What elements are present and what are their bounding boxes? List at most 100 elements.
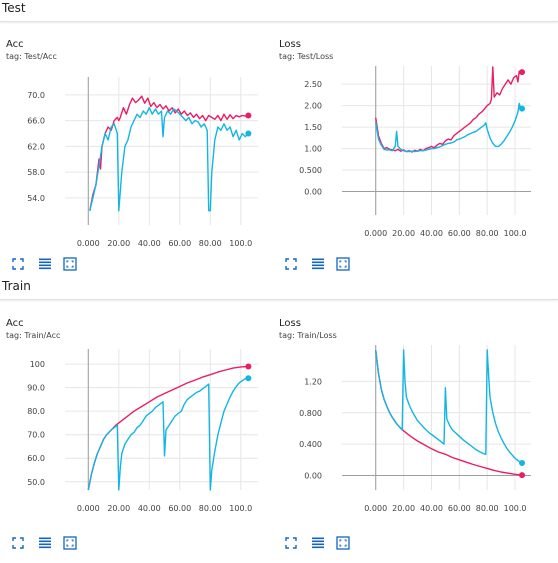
y-tick-label: 0.800 <box>299 409 322 418</box>
section-title: Test <box>2 1 26 15</box>
section-header-test[interactable]: Test <box>0 0 558 22</box>
x-tick-label: 100.0 <box>504 229 527 238</box>
y-tick-label: 1.00 <box>304 145 322 154</box>
data-table-button[interactable] <box>310 256 326 272</box>
fit-domain-icon <box>336 536 350 550</box>
x-tick-label: 0.000 <box>364 229 387 238</box>
x-tick-label: 80.00 <box>199 504 222 513</box>
series-line <box>89 106 249 212</box>
x-tick-label: 60.00 <box>168 239 191 248</box>
x-tick-label: 20.00 <box>107 504 130 513</box>
chart-title: Acc <box>6 318 24 329</box>
x-tick-label: 60.00 <box>448 504 471 513</box>
data-table-icon <box>39 537 51 549</box>
fit-domain-button[interactable] <box>62 256 78 272</box>
fullscreen-button[interactable] <box>10 256 26 272</box>
grid-lines <box>65 349 258 490</box>
x-tick-label: 100.0 <box>229 239 252 248</box>
series-endpoint-marker <box>245 112 252 119</box>
fit-domain-icon <box>63 536 77 550</box>
series-endpoint-marker <box>245 363 252 370</box>
data-table-button[interactable] <box>37 535 53 551</box>
fullscreen-button[interactable] <box>10 535 26 551</box>
y-tick-label: 70.0 <box>27 91 45 100</box>
x-tick-label: 80.00 <box>476 229 499 238</box>
chart-tag: tag: Test/Loss <box>279 52 334 61</box>
y-tick-label: 60.0 <box>27 454 45 463</box>
y-tick-label: 0.500 <box>299 166 322 175</box>
fullscreen-icon <box>285 258 297 270</box>
line-chart[interactable]: 0.00 0.500 1.00 1.50 2.00 2.50 0.000 20.00 40.00… <box>273 22 552 284</box>
fullscreen-icon <box>12 537 24 549</box>
y-tick-label: 54.0 <box>27 194 45 203</box>
chart-card-test-loss: Loss tag: Test/Loss 0.00 0.500 1.00 1.50 2.0… <box>273 22 552 284</box>
chart-tag: tag: Test/Acc <box>6 52 57 61</box>
fullscreen-button[interactable] <box>283 535 299 551</box>
line-chart[interactable]: 54.0 58.0 62.0 66.0 70.0 0.000 20.00 40.00 60.00… <box>0 22 279 284</box>
series-line <box>87 377 249 491</box>
series-endpoint-marker <box>245 375 252 382</box>
fit-domain-button[interactable] <box>335 256 351 272</box>
section-title: Train <box>2 279 31 293</box>
y-tick-label: 50.0 <box>27 478 45 487</box>
x-tick-label: 20.00 <box>392 229 415 238</box>
x-tick-label: 80.00 <box>476 504 499 513</box>
fullscreen-button[interactable] <box>283 256 299 272</box>
x-tick-label: 0.000 <box>364 504 387 513</box>
y-tick-label: 70.0 <box>27 431 45 440</box>
x-tick-label: 60.00 <box>168 504 191 513</box>
fullscreen-icon <box>12 258 24 270</box>
x-tick-label: 40.00 <box>138 239 161 248</box>
series-line <box>375 102 523 153</box>
line-chart[interactable]: 50.0 60.0 70.0 80.0 90.0 100 0.000 20.00 40.00 60… <box>0 301 279 563</box>
x-tick-label: 40.00 <box>420 229 443 238</box>
x-tick-label: 20.00 <box>392 504 415 513</box>
data-table-icon <box>312 537 324 549</box>
chart-card-test-acc: Acc tag: Test/Acc 54.0 58.0 62.0 66.0 70.0 0.… <box>0 22 279 284</box>
y-tick-label: 0.00 <box>304 472 322 481</box>
data-table-icon <box>39 258 51 270</box>
y-tick-label: 80.0 <box>27 407 45 416</box>
x-tick-label: 60.00 <box>448 229 471 238</box>
grid-lines <box>342 345 531 490</box>
series-line <box>375 349 523 464</box>
x-tick-label: 100.0 <box>504 504 527 513</box>
fit-domain-button[interactable] <box>62 535 78 551</box>
fullscreen-icon <box>285 537 297 549</box>
data-table-button[interactable] <box>310 535 326 551</box>
fit-domain-icon <box>336 257 350 271</box>
series-endpoint-marker <box>519 472 526 479</box>
chart-tag: tag: Train/Acc <box>6 331 61 340</box>
y-tick-label: 2.00 <box>304 102 322 111</box>
series-endpoint-marker <box>245 130 252 137</box>
data-table-icon <box>312 258 324 270</box>
y-tick-label: 62.0 <box>27 142 45 151</box>
chart-title: Loss <box>279 318 301 329</box>
y-tick-label: 0.400 <box>299 440 322 449</box>
series-endpoint-marker <box>519 105 526 112</box>
chart-card-train-acc: Acc tag: Train/Acc 50.0 60.0 70.0 80.0 90.0 1… <box>0 301 279 563</box>
x-tick-label: 100.0 <box>229 504 252 513</box>
chart-title: Loss <box>279 39 301 50</box>
x-tick-label: 0.000 <box>77 504 100 513</box>
x-tick-label: 40.00 <box>138 504 161 513</box>
section-header-train[interactable]: Train <box>0 278 558 300</box>
data-table-button[interactable] <box>37 256 53 272</box>
y-tick-label: 1.20 <box>304 377 322 386</box>
y-tick-label: 90.0 <box>27 384 45 393</box>
y-tick-label: 58.0 <box>27 168 45 177</box>
series-line <box>375 66 523 153</box>
x-tick-label: 40.00 <box>420 504 443 513</box>
line-chart[interactable]: 0.00 0.400 0.800 1.20 0.000 20.00 40.00 60.00 80… <box>273 301 552 563</box>
y-tick-label: 1.50 <box>304 123 322 132</box>
chart-card-train-loss: Loss tag: Train/Loss 0.00 0.400 0.800 1.20 0… <box>273 301 552 563</box>
series-endpoint-marker <box>519 69 526 76</box>
fit-domain-button[interactable] <box>335 535 351 551</box>
y-tick-label: 66.0 <box>27 117 45 126</box>
y-tick-label: 100 <box>30 360 45 369</box>
series-endpoint-marker <box>519 459 526 466</box>
y-tick-label: 0.00 <box>304 188 322 197</box>
series-line <box>89 95 249 211</box>
chart-title: Acc <box>6 39 24 50</box>
x-tick-label: 80.00 <box>199 239 222 248</box>
